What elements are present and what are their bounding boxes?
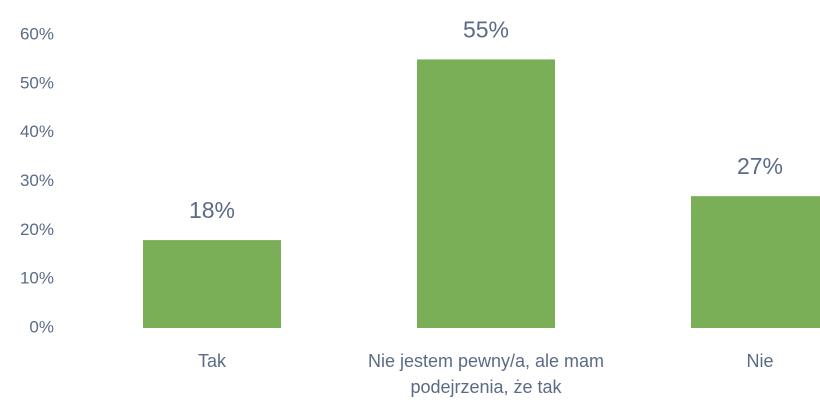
y-tick-label: 60% [20, 24, 54, 43]
x-tick-label: Tak [197, 351, 226, 371]
y-tick-label: 20% [20, 220, 54, 239]
bar [143, 240, 281, 328]
value-label: 27% [737, 153, 783, 179]
y-tick-label: 50% [20, 73, 54, 92]
y-tick-label: 10% [20, 269, 54, 288]
y-tick-label: 30% [20, 171, 54, 190]
bar [417, 59, 555, 329]
y-tick-label: 40% [20, 122, 54, 141]
x-tick-label: Nie jestem pewny/a, ale mam podejrzenia,… [367, 351, 605, 397]
value-label: 55% [463, 16, 509, 42]
x-tick-label: Nie [746, 351, 774, 371]
value-label: 18% [189, 197, 235, 223]
y-tick-label: 0% [29, 317, 54, 336]
bar [691, 196, 820, 328]
